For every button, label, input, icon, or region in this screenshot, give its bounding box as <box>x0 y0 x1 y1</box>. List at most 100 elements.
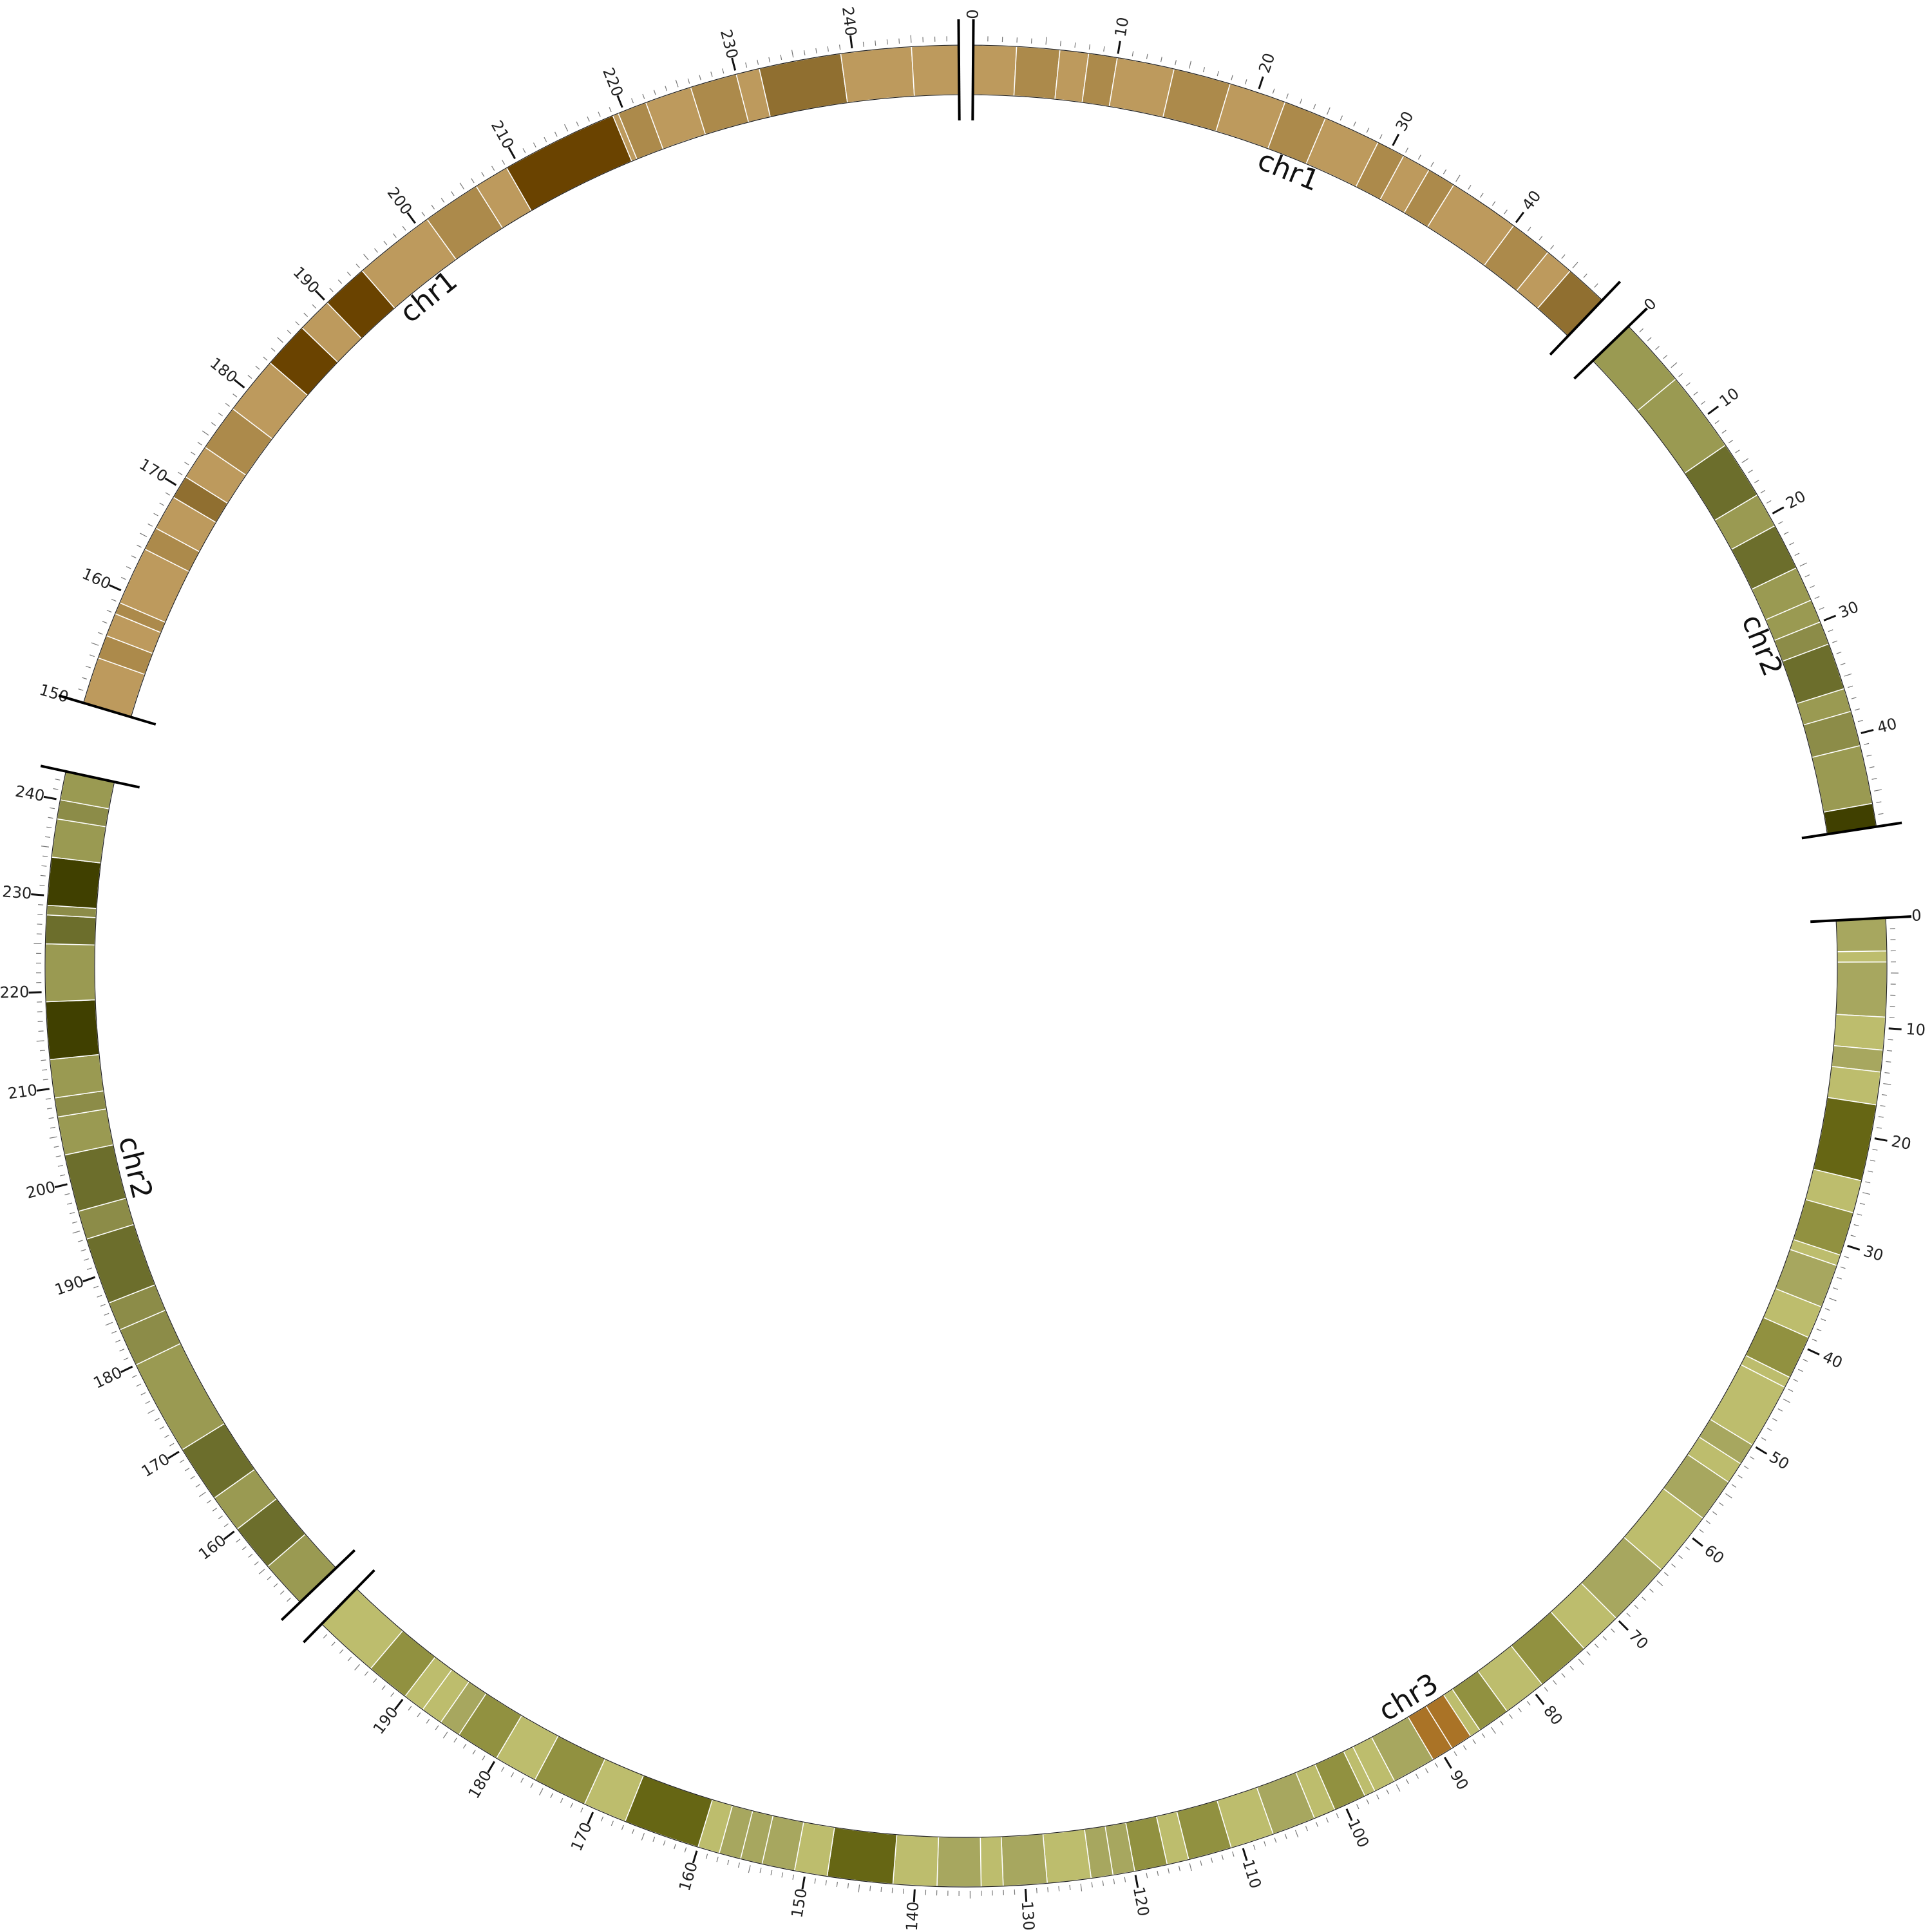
tick-chr1-a-36 <box>1468 185 1472 190</box>
tick-chr3-101 <box>1336 1813 1339 1819</box>
tick-chr2-b-238 <box>48 817 53 819</box>
tick-chr2-b-166 <box>195 1484 200 1488</box>
tick-chr2-b-196 <box>72 1221 78 1224</box>
band-chr3-41 <box>980 1836 1004 1888</box>
tick-chr2-a-47 <box>1878 813 1884 815</box>
tick-chr1-b-183 <box>263 356 268 361</box>
tick-chr2-b-167 <box>190 1475 195 1480</box>
tick-chr3-90 <box>1443 1756 1452 1769</box>
tick-chr2-a-28 <box>1814 596 1820 600</box>
tick-chr2-b-174 <box>155 1417 160 1421</box>
tick-chr1-b-167 <box>153 513 158 516</box>
tick-chr1-a-15 <box>1188 61 1192 69</box>
band-chr2-b-15 <box>44 914 97 946</box>
tick-label-chr3-80: 80 <box>1540 1702 1566 1728</box>
tick-chr3-88 <box>1463 1745 1467 1750</box>
tick-chr2-b-210 <box>36 1088 50 1092</box>
tick-label-chr3-70: 70 <box>1625 1626 1651 1653</box>
tick-chr1-b-180 <box>233 379 245 389</box>
tick-chr3-21 <box>1872 1148 1878 1151</box>
tick-chr3-52 <box>1743 1465 1749 1470</box>
tick-chr3-23 <box>1868 1170 1873 1173</box>
tick-chr1-b-157 <box>102 621 108 624</box>
tick-chr3-51 <box>1749 1456 1755 1460</box>
tick-chr3-188 <box>417 1712 421 1718</box>
tick-chr2-b-188 <box>97 1294 102 1298</box>
tick-chr2-a-35 <box>1844 673 1852 677</box>
tick-chr2-a-3 <box>1655 346 1660 350</box>
tick-chr1-b-219 <box>609 107 612 113</box>
tick-chr3-181 <box>482 1756 486 1761</box>
tick-chr2-a-37 <box>1851 697 1857 699</box>
tick-chr3-152 <box>781 1872 784 1878</box>
tick-chr2-b-192 <box>84 1258 90 1261</box>
tick-chr3-10 <box>1888 1027 1902 1030</box>
tick-label-chr2-a-10: 10 <box>1716 384 1743 411</box>
tick-chr1-b-234 <box>780 54 782 60</box>
tick-chr1-b-173 <box>191 451 196 455</box>
band-chr2-b-14 <box>44 943 96 1003</box>
tick-chr1-b-176 <box>211 422 216 426</box>
tick-chr1-b-228 <box>710 71 713 77</box>
tick-label-chr1-b-240: 240 <box>838 6 860 37</box>
tick-chr2-a-19 <box>1766 500 1772 504</box>
tick-chr1-a-27 <box>1353 121 1356 127</box>
tick-chr1-b-226 <box>687 78 690 84</box>
tick-chr3-168 <box>611 1821 614 1826</box>
tick-chr1-b-197 <box>383 240 388 245</box>
tick-label-chr3-160: 160 <box>676 1860 701 1893</box>
tick-chr3-94 <box>1405 1779 1409 1785</box>
tick-chr3-103 <box>1315 1821 1319 1827</box>
tick-chr2-b-162 <box>218 1515 223 1520</box>
tick-chr2-b-231 <box>39 884 45 886</box>
tick-chr2-a-45 <box>1873 789 1882 791</box>
tick-label-chr3-20: 20 <box>1890 1132 1913 1153</box>
tick-chr2-b-154 <box>267 1576 272 1580</box>
tick-chr1-b-231 <box>745 62 748 68</box>
tick-chr1-b-154 <box>90 654 95 658</box>
tick-label-chr3-110: 110 <box>1238 1857 1264 1891</box>
tick-chr1-b-194 <box>355 263 360 269</box>
tick-chr3-76 <box>1569 1665 1574 1671</box>
tick-chr3-177 <box>520 1777 524 1783</box>
tick-chr3-120 <box>1134 1875 1139 1888</box>
tick-chr2-b-183 <box>115 1340 121 1343</box>
tick-chr3-86 <box>1481 1733 1486 1738</box>
tick-chr3-161 <box>684 1847 687 1853</box>
tick-chr1-b-186 <box>287 330 292 334</box>
tick-chr2-b-203 <box>55 1155 61 1157</box>
tick-chr2-a-41 <box>1864 743 1870 745</box>
tick-chr2-b-204 <box>53 1146 59 1148</box>
tick-label-chr3-10: 10 <box>1906 1020 1926 1039</box>
tick-chr1-a-43 <box>1550 245 1555 250</box>
tick-chr1-b-230 <box>731 57 737 71</box>
tick-chr3-69 <box>1626 1613 1631 1617</box>
tick-chr3-34 <box>1833 1287 1839 1290</box>
tick-chr2-a-43 <box>1869 766 1875 768</box>
tick-chr3-130 <box>1024 1888 1028 1902</box>
tick-chr3-178 <box>511 1772 515 1777</box>
tick-label-chr3-0: 0 <box>1911 906 1922 925</box>
segment-boundary-chr2-b-1 <box>40 764 140 789</box>
tick-chr1-a-13 <box>1160 57 1162 62</box>
tick-chr1-b-171 <box>178 471 183 475</box>
tick-chr2-b-201 <box>60 1174 66 1177</box>
tick-label-chr3-150: 150 <box>788 1887 811 1919</box>
tick-chr3-57 <box>1712 1511 1718 1515</box>
tick-chr1-a-37 <box>1480 193 1484 198</box>
tick-chr2-b-153 <box>273 1583 278 1587</box>
tick-chr3-25 <box>1862 1192 1871 1195</box>
tick-chr1-b-241 <box>862 41 864 47</box>
tick-chr1-b-229 <box>722 68 724 74</box>
tick-chr2-b-178 <box>136 1383 142 1387</box>
tick-chr3-180 <box>487 1761 496 1774</box>
band-chr2-b-13 <box>45 999 100 1061</box>
tick-chr1-b-168 <box>159 502 164 506</box>
tick-chr3-157 <box>727 1859 730 1865</box>
tick-chr3-55 <box>1725 1493 1732 1499</box>
tick-chr3-119 <box>1146 1873 1148 1879</box>
tick-chr3-197 <box>339 1649 344 1654</box>
tick-chr1-b-214 <box>554 131 558 137</box>
tick-chr1-a-25 <box>1326 107 1331 115</box>
